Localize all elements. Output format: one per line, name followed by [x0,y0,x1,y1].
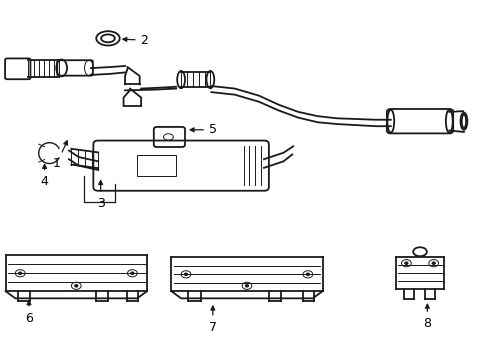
Text: 3: 3 [97,181,104,210]
Text: 7: 7 [208,306,216,333]
Text: 2: 2 [122,33,148,47]
Text: 4: 4 [41,165,48,188]
Circle shape [431,262,434,264]
Text: 6: 6 [25,301,33,325]
Text: 1: 1 [53,141,67,170]
Circle shape [75,285,78,287]
Circle shape [131,272,134,274]
Circle shape [184,273,187,275]
Circle shape [19,272,21,274]
Text: 8: 8 [423,304,430,330]
Circle shape [245,285,248,287]
Circle shape [306,273,309,275]
Bar [137,155,176,176]
Text: 5: 5 [190,123,216,136]
Circle shape [404,262,407,264]
